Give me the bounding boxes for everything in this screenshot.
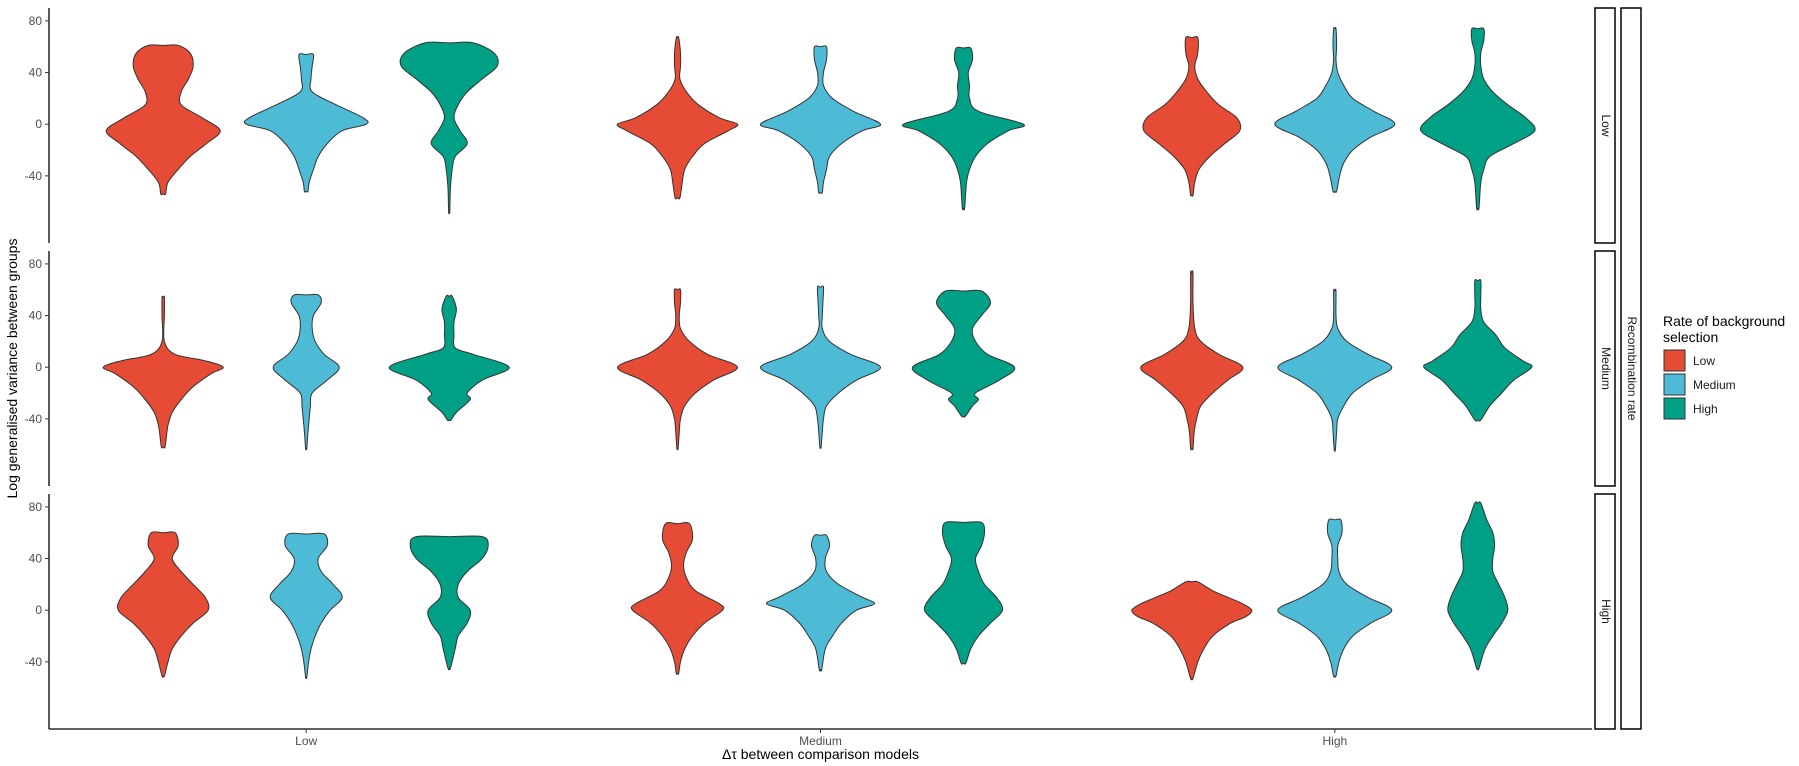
violin-high-medium (1278, 519, 1392, 677)
recombination-rate-strip: Recombination rate (1621, 8, 1641, 729)
violin-low-high (410, 536, 488, 670)
violin-high-high (1448, 502, 1508, 670)
violin-medium-medium (766, 535, 874, 672)
y-tick-label: -40 (25, 655, 43, 669)
violin-medium-high (924, 522, 1002, 665)
violin-low-high (389, 295, 509, 420)
violin-medium-low (617, 289, 737, 450)
violin-low-low (106, 45, 220, 195)
violin-low-medium (244, 54, 368, 192)
legend-label-high: High (1693, 402, 1718, 416)
violin-high-medium (1278, 289, 1392, 451)
violin-low-low (103, 296, 223, 448)
y-axis-title: Log generalised variance between groups (4, 239, 20, 499)
violin-high-medium (1275, 27, 1395, 192)
violin-low-high (400, 42, 498, 214)
violin-high-low (1132, 581, 1252, 680)
violin-medium-medium (760, 46, 880, 194)
violin-medium-low (631, 523, 724, 675)
legend-title-line: Rate of background (1663, 313, 1785, 329)
y-tick-label: 80 (29, 14, 43, 28)
x-tick-label-high: High (1322, 734, 1347, 748)
y-tick-label: 0 (35, 360, 42, 374)
violin-medium-low (617, 37, 738, 199)
strip-label-low: Low (1599, 114, 1613, 136)
legend-swatch-medium (1664, 374, 1685, 395)
y-tick-label: 0 (35, 603, 42, 617)
panel-medium: -40 0 40 80 (25, 251, 1532, 486)
violin-low-medium (273, 294, 339, 450)
violin-low-medium (270, 533, 342, 678)
x-axis-title: Δτ between comparison models (722, 746, 919, 762)
panel-high: -40 0 40 80 (25, 494, 1508, 729)
violin-high-low (1143, 37, 1241, 197)
violin-high-high (1424, 280, 1532, 422)
violin-high-low (1141, 271, 1243, 450)
violin-low-low (117, 532, 208, 677)
legend-label-medium: Medium (1693, 378, 1736, 392)
legend-swatch-low (1664, 350, 1685, 371)
strip-label-medium: Medium (1599, 347, 1613, 390)
y-tick-label: 80 (29, 257, 43, 271)
violin-medium-high (902, 47, 1024, 210)
outer-strip-label: Recombination rate (1625, 316, 1639, 420)
y-tick-label: 0 (35, 117, 42, 131)
x-tick-label-low: Low (295, 734, 317, 748)
violin-high-high (1420, 28, 1535, 210)
y-tick-label: 40 (29, 309, 43, 323)
y-tick-label: -40 (25, 412, 43, 426)
panel-low: -40 0 40 80 (25, 8, 1536, 243)
legend-title-line: selection (1663, 329, 1718, 345)
violin-medium-high (912, 290, 1014, 417)
y-tick-label: 80 (29, 500, 43, 514)
legend-label-low: Low (1693, 354, 1715, 368)
y-tick-label: 40 (29, 66, 43, 80)
legend-swatch-high (1664, 398, 1685, 419)
y-tick-label: 40 (29, 552, 43, 566)
y-tick-label: -40 (25, 169, 43, 183)
facet-strips: Low Medium High (1595, 8, 1615, 729)
panels-layer: -40 0 40 80 -40 0 40 80 -40 0 40 80 (25, 8, 1536, 729)
strip-label-high: High (1599, 599, 1613, 624)
violin-medium-medium (760, 286, 880, 448)
